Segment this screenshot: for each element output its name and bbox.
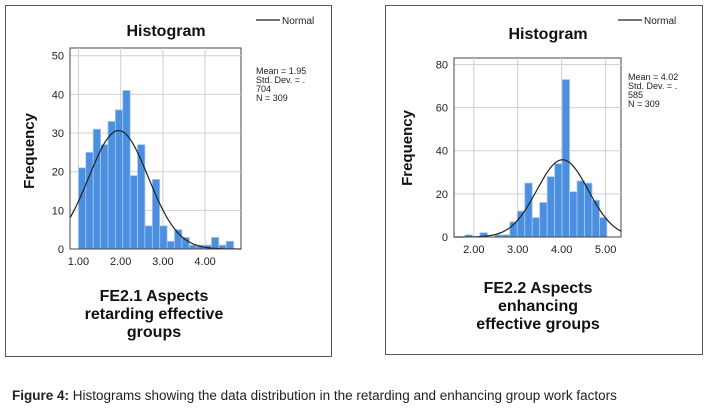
x-axis-label: FE2.1 Aspects retarding effective groups <box>85 288 224 341</box>
x-tick-label: 4.00 <box>194 256 215 268</box>
y-tick-label: 60 <box>436 103 448 115</box>
histogram-bar <box>539 202 548 238</box>
histogram-bar <box>599 217 608 238</box>
y-tick-label: 20 <box>52 167 64 179</box>
histogram-bar <box>78 167 87 250</box>
x-axis-label-line: groups <box>127 324 181 341</box>
histogram-panel-fe2-1: 0 10 20 30 40 50 1.00 2.00 3.00 4.00 Histogram Norm… <box>5 5 332 357</box>
stats-line: Mean = 4.02 <box>628 72 678 82</box>
histogram-bar <box>591 199 600 238</box>
histogram-bar <box>159 225 168 250</box>
chart-title: Histogram <box>508 26 587 43</box>
x-tick-label: 5.00 <box>595 244 616 256</box>
histogram-bar <box>107 121 116 250</box>
histogram-bar <box>554 163 563 238</box>
histogram-panel-fe2-2: 0 20 40 60 80 2.00 3.00 4.00 5.00 Histogram Normal… <box>385 5 703 355</box>
histogram-bar <box>225 240 235 250</box>
stats-line: Std. Dev. = . <box>628 81 677 91</box>
histogram-bar <box>122 90 131 250</box>
histogram-bar <box>546 176 556 238</box>
caption-label: Figure 4: <box>12 388 70 403</box>
histogram-bar <box>188 244 198 250</box>
y-tick-label: 80 <box>436 59 448 71</box>
chart-title: Histogram <box>126 23 205 40</box>
figure-caption: Figure 4: Histograms showing the data di… <box>12 388 617 403</box>
stats-line: N = 309 <box>628 99 660 109</box>
histogram-bar <box>561 79 570 238</box>
histogram-bar <box>100 144 109 250</box>
y-tick-label: 0 <box>442 232 448 244</box>
legend-normal-label: Normal <box>282 16 314 27</box>
stats-line: Std. Dev. = . <box>256 75 305 85</box>
histogram-bar <box>92 128 102 250</box>
legend-normal-label: Normal <box>644 16 676 27</box>
x-axis-label-line: FE2.1 Aspects <box>100 288 209 305</box>
y-tick-label: 50 <box>52 51 64 63</box>
x-tick-label: 4.00 <box>551 244 572 256</box>
stats-line: N = 309 <box>256 93 288 103</box>
y-tick-label: 30 <box>52 128 64 140</box>
histogram-bar <box>85 151 94 250</box>
x-axis-label-line: FE2.2 Aspects <box>484 280 593 297</box>
histogram-svg: 0 20 40 60 80 2.00 3.00 4.00 5.00 Histogram Normal… <box>399 16 678 333</box>
y-tick-label: 40 <box>52 89 64 101</box>
x-axis-label-line: retarding effective <box>85 306 224 323</box>
normal-curve <box>454 159 622 238</box>
stats-line: 704 <box>256 84 271 94</box>
histogram-bar <box>569 191 578 238</box>
stats-line: 585 <box>628 90 643 100</box>
histogram-bar <box>144 225 153 250</box>
stats-line: Mean = 1.95 <box>256 66 306 76</box>
y-tick-label: 20 <box>436 189 448 201</box>
y-axis-label: Frequency <box>21 112 38 189</box>
y-axis-label: Frequency <box>399 109 416 186</box>
histogram-bar <box>516 210 526 238</box>
histogram-bar <box>129 175 138 250</box>
y-tick-label: 10 <box>52 205 64 217</box>
y-tick-label: 0 <box>58 244 64 256</box>
histogram-bar <box>166 240 175 250</box>
x-axis-label-line: effective groups <box>476 316 600 333</box>
x-axis-label-line: enhancing <box>498 298 578 315</box>
x-tick-label: 3.00 <box>507 244 528 256</box>
histogram-bar <box>576 180 585 238</box>
x-tick-label: 3.00 <box>152 256 173 268</box>
x-tick-label: 2.00 <box>110 256 131 268</box>
y-tick-label: 40 <box>436 146 448 158</box>
x-tick-label: 2.00 <box>463 244 484 256</box>
histogram-bar <box>211 237 220 250</box>
caption-text: Histograms showing the data distribution… <box>69 388 617 403</box>
x-tick-label: 1.00 <box>68 256 89 268</box>
x-axis-label: FE2.2 Aspects enhancing effective groups <box>476 280 600 333</box>
histogram-svg: 0 10 20 30 40 50 1.00 2.00 3.00 4.00 Histogram Norm… <box>21 16 314 341</box>
histogram-bar <box>531 217 541 238</box>
normal-curve <box>69 129 241 250</box>
